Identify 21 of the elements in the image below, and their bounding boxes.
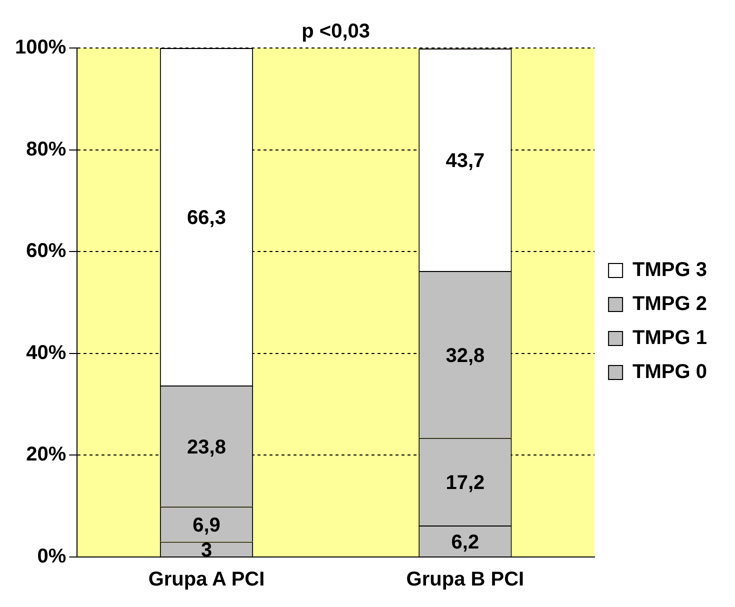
data-label: 66,3	[187, 207, 226, 230]
y-tick-label: 40%	[26, 342, 66, 364]
x-tick-label: Grupa B PCI	[406, 568, 524, 591]
y-tick-label: 0%	[37, 546, 66, 568]
legend-label: TMPG 2	[632, 293, 707, 316]
data-label: 23,8	[187, 436, 226, 459]
legend-label: TMPG 0	[632, 361, 707, 384]
x-tick-label: Grupa A PCI	[148, 568, 265, 591]
legend-label: TMPG 3	[632, 259, 707, 282]
data-label: 32,8	[446, 344, 485, 367]
y-tick-label: 100%	[14, 36, 66, 59]
data-label: 3	[200, 540, 212, 562]
y-tick-label: 20%	[26, 444, 66, 466]
data-label: 43,7	[446, 150, 485, 172]
data-label: 6,2	[451, 531, 480, 554]
data-label: 6,9	[192, 514, 220, 537]
text: p <0,03	[302, 20, 370, 43]
y-tick-label: 60%	[26, 240, 66, 262]
data-label: 17,2	[446, 472, 485, 494]
y-tick-label: 80%	[26, 138, 66, 160]
legend-label: TMPG 1	[632, 327, 707, 350]
